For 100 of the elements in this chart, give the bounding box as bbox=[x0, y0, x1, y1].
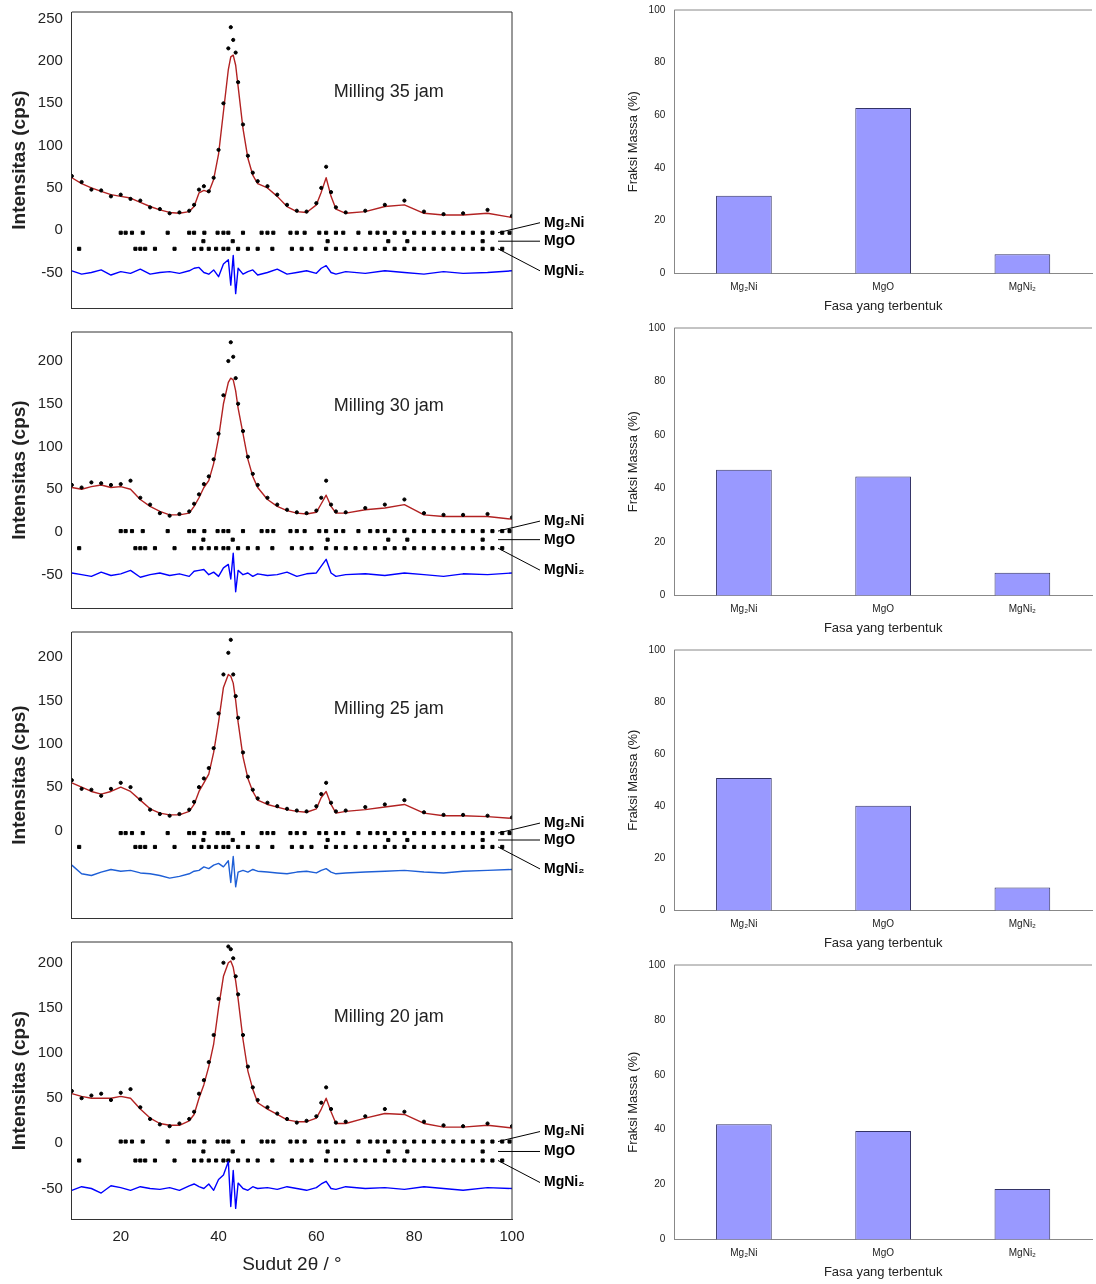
point bbox=[133, 246, 138, 251]
point bbox=[240, 529, 246, 534]
point bbox=[412, 1139, 417, 1144]
x-tick-label: 20 bbox=[112, 1227, 130, 1245]
point bbox=[165, 529, 170, 534]
point bbox=[405, 239, 410, 244]
y-tick-label: 50 bbox=[46, 777, 63, 795]
point bbox=[373, 246, 378, 251]
point bbox=[214, 1158, 219, 1163]
y-tick-label: 200 bbox=[37, 952, 63, 970]
point bbox=[451, 529, 456, 534]
point bbox=[386, 537, 391, 542]
point bbox=[172, 1158, 177, 1163]
y-tick-label: 40 bbox=[654, 482, 666, 494]
point bbox=[133, 546, 138, 551]
point bbox=[382, 1158, 387, 1163]
point bbox=[192, 1158, 197, 1163]
point bbox=[221, 1158, 226, 1163]
point bbox=[118, 1139, 123, 1144]
x-tick-label: MgO bbox=[872, 918, 895, 930]
y-axis-title: Fraksi Massa (%) bbox=[625, 1051, 641, 1153]
point bbox=[421, 1139, 427, 1144]
y-tick-label: 150 bbox=[37, 93, 63, 111]
x-tick-label: 40 bbox=[210, 1227, 227, 1245]
point bbox=[187, 529, 192, 534]
point bbox=[226, 230, 231, 235]
point bbox=[309, 1158, 314, 1163]
y-tick-label: 50 bbox=[46, 178, 63, 196]
text: MgNi₂ bbox=[544, 561, 585, 578]
point bbox=[221, 1139, 226, 1144]
point bbox=[402, 546, 407, 551]
point bbox=[402, 529, 407, 534]
point bbox=[480, 239, 485, 244]
point bbox=[343, 1158, 348, 1163]
point bbox=[202, 529, 207, 534]
point bbox=[392, 230, 397, 235]
point bbox=[490, 246, 495, 251]
y-tick-label: 100 bbox=[37, 436, 63, 454]
x-tick-label: MgNi₂ bbox=[1008, 918, 1037, 930]
point bbox=[77, 546, 82, 551]
point bbox=[245, 246, 250, 251]
point bbox=[289, 546, 294, 551]
point bbox=[490, 1158, 495, 1163]
point bbox=[392, 246, 397, 251]
point bbox=[294, 230, 299, 235]
point bbox=[470, 230, 475, 235]
point bbox=[392, 1158, 397, 1163]
y-tick-label: 200 bbox=[37, 351, 63, 369]
point bbox=[480, 230, 485, 235]
point bbox=[271, 230, 276, 235]
point bbox=[373, 546, 378, 551]
point bbox=[140, 529, 145, 534]
point bbox=[324, 546, 329, 551]
point bbox=[133, 1158, 138, 1163]
point bbox=[324, 529, 329, 534]
point bbox=[230, 1149, 235, 1154]
point bbox=[140, 1139, 145, 1144]
y-tick-label: 20 bbox=[654, 535, 666, 547]
point bbox=[236, 246, 241, 251]
point bbox=[192, 546, 197, 551]
point bbox=[192, 246, 197, 251]
point bbox=[341, 1139, 346, 1144]
point bbox=[199, 1158, 204, 1163]
point bbox=[187, 1139, 192, 1144]
point bbox=[363, 246, 368, 251]
y-tick-label: 80 bbox=[654, 695, 666, 707]
point bbox=[143, 246, 148, 251]
text: MgNi₂ bbox=[544, 1173, 585, 1190]
point bbox=[368, 1139, 373, 1144]
point bbox=[480, 546, 485, 551]
x-tick-label: MgNi₂ bbox=[1008, 1247, 1037, 1259]
point bbox=[402, 230, 407, 235]
point bbox=[451, 1139, 456, 1144]
x-axis-title: Fasa yang terbentuk bbox=[823, 297, 943, 313]
point bbox=[441, 529, 446, 534]
point bbox=[245, 1158, 250, 1163]
point bbox=[325, 1149, 330, 1154]
point bbox=[206, 546, 211, 551]
point bbox=[451, 546, 456, 551]
x-tick-label: Mg₂Ni bbox=[730, 603, 758, 615]
point bbox=[405, 1149, 410, 1154]
legend-label: Mg₂Ni bbox=[544, 813, 585, 830]
point bbox=[392, 546, 397, 551]
y-tick-label: 80 bbox=[654, 375, 666, 387]
point bbox=[412, 546, 417, 551]
point bbox=[375, 1139, 380, 1144]
point bbox=[245, 546, 250, 551]
point bbox=[375, 529, 380, 534]
y-tick-label: -50 bbox=[41, 262, 63, 280]
point bbox=[255, 246, 260, 251]
point bbox=[230, 537, 235, 542]
point bbox=[392, 1139, 397, 1144]
y-tick-label: 100 bbox=[37, 733, 63, 751]
point bbox=[353, 546, 358, 551]
point bbox=[324, 1158, 329, 1163]
point bbox=[490, 1139, 495, 1144]
point bbox=[288, 529, 293, 534]
y-tick-label: 60 bbox=[654, 747, 666, 759]
x-tick-label: MgO bbox=[872, 281, 895, 293]
point bbox=[507, 529, 512, 534]
